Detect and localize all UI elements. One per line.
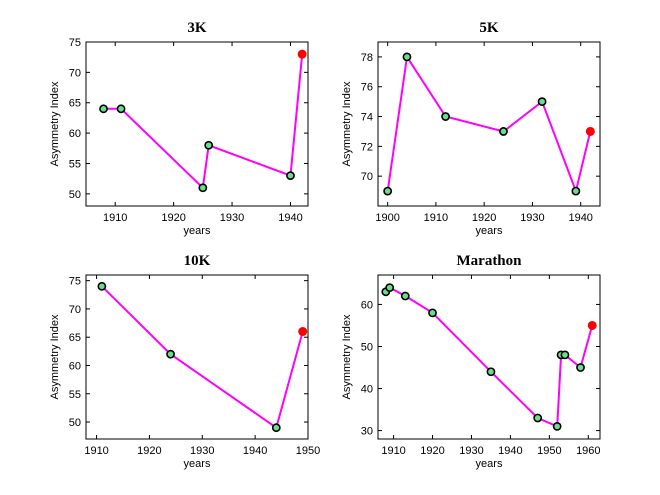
y-axis-label: Asymmetry Index [341,314,353,399]
data-point [560,350,570,360]
chart-10k: 1910 1920 1930 1940 1950 50 55 60 65 70 75 10K years… [49,253,320,470]
data-point [97,281,107,291]
x-tick-label: 1920 [137,445,161,457]
y-axis-label: Asymmetry Index [341,81,353,166]
y-tick-label: 72 [361,141,373,153]
y-tick-label: 74 [361,112,373,124]
data-point [499,127,508,136]
x-axis-label: years [184,458,211,470]
x-tick-label: 1950 [296,445,320,457]
x-tick-label: 1920 [472,212,496,224]
data-point [576,363,585,372]
data-point [116,104,126,114]
x-tick-label: 1900 [375,212,399,224]
y-axis-label: Asymmetry Index [49,81,61,166]
data-point [198,183,208,193]
x-tick-label: 1930 [459,445,483,457]
x-tick-label: 1930 [220,212,244,224]
data-point [166,349,175,359]
x-tick-label: 1910 [424,212,448,224]
x-tick-label: 1910 [84,445,108,457]
x-tick-label: 1940 [278,212,302,224]
chart-title: Marathon [457,253,523,269]
data-point [552,421,562,431]
data-point-latest [298,327,308,337]
y-tick-label: 70 [361,171,373,183]
data-point [441,112,450,121]
y-axis-label: Asymmetry Index [49,314,61,399]
chart-5k: 1900 1910 1920 1930 1940 70 72 74 76 78 5K years Asy… [341,20,601,237]
y-tick-label: 65 [69,332,81,344]
x-tick-label: 1960 [576,445,600,457]
x-tick-label: 1940 [568,212,592,224]
x-axis-label: years [184,225,211,237]
y-tick-label: 70 [69,304,81,316]
data-point [571,186,581,196]
axes-frame [377,274,601,440]
data-point [385,283,395,293]
x-tick-label: 1930 [190,445,214,457]
data-point [204,140,214,150]
y-tick-label: 78 [361,52,373,64]
y-tick-label: 60 [69,128,81,140]
data-point [428,308,437,318]
x-tick-label: 1920 [420,445,444,457]
y-tick-label: 70 [69,67,81,79]
chart-title: 5K [479,20,499,36]
data-point-latest [587,320,597,330]
data-point [286,171,295,181]
x-tick-label: 1920 [161,212,185,224]
series-line [103,54,304,190]
data-point-latest [585,126,595,136]
y-tick-label: 50 [69,189,81,201]
data-point [486,367,496,377]
y-tick-label: 50 [361,341,373,353]
chart-marathon: 1910 1920 1930 1940 1950 1960 30 40 50 60 Marathon… [341,253,601,470]
data-point-latest [297,49,307,59]
data-point [400,291,410,301]
series-line [101,285,304,430]
y-tick-label: 55 [69,158,81,170]
data-point [537,97,547,107]
y-tick-label: 65 [69,98,81,110]
x-tick-label: 1950 [537,445,561,457]
y-tick-label: 30 [361,426,373,438]
x-tick-label: 1940 [498,445,522,457]
axes-frame [377,41,601,207]
y-tick-label: 75 [69,276,81,288]
x-axis-label: years [476,458,503,470]
data-point [271,423,281,433]
chart-title: 3K [187,20,207,36]
data-point [99,104,108,114]
y-tick-label: 40 [361,384,373,396]
y-tick-label: 75 [69,37,81,49]
x-tick-label: 1910 [381,445,405,457]
x-tick-label: 1940 [243,445,267,457]
chart-title: 10K [184,253,211,269]
y-tick-label: 60 [361,299,373,311]
data-point [383,186,393,196]
data-point [533,413,543,423]
chart-3k: 1910 1920 1930 1940 50 55 60 65 70 75 3K years Asymm… [49,20,309,237]
x-tick-label: 1930 [520,212,544,224]
y-tick-label: 55 [69,389,81,401]
x-axis-label: years [476,225,503,237]
y-tick-label: 50 [69,417,81,429]
y-tick-label: 60 [69,360,81,372]
y-tick-label: 76 [361,82,373,94]
data-point [402,52,412,62]
series-line [386,54,592,195]
axes-frame [85,274,309,440]
x-tick-label: 1910 [103,212,127,224]
axes-frame [85,41,309,207]
